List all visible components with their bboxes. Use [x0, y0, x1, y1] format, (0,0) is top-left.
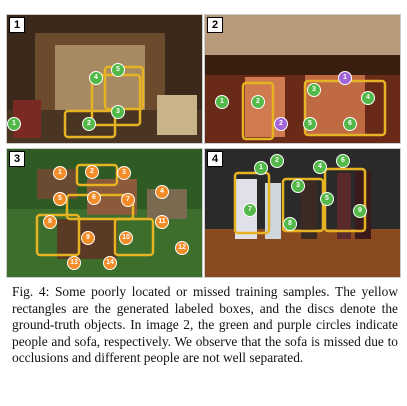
panel-4-image: [205, 149, 400, 277]
panel-number: 1: [9, 17, 25, 33]
ground-truth-disc: 4: [155, 185, 169, 199]
panel-number: 2: [207, 17, 223, 33]
ground-truth-disc: 1: [53, 166, 67, 180]
figure-caption: Fig. 4: Some poorly located or missed tr…: [12, 284, 398, 367]
ground-truth-disc: 6: [336, 154, 350, 168]
ground-truth-disc: 10: [119, 231, 133, 245]
ground-truth-disc: 9: [81, 231, 95, 245]
ground-truth-disc: 3: [111, 105, 125, 119]
ground-truth-disc: 5: [320, 192, 334, 206]
ground-truth-disc: 14: [103, 256, 117, 270]
ground-truth-disc: 5: [111, 63, 125, 77]
ground-truth-disc: 12: [175, 241, 189, 255]
ground-truth-disc: 5: [303, 117, 317, 131]
ground-truth-disc: 13: [67, 256, 81, 270]
ground-truth-disc: 6: [343, 117, 357, 131]
ground-truth-disc: 7: [121, 193, 135, 207]
ground-truth-disc: 4: [313, 160, 327, 174]
ground-truth-disc: 1: [215, 95, 229, 109]
panel-1: 1: [6, 14, 203, 144]
ground-truth-disc: 1: [338, 71, 352, 85]
ground-truth-disc: 8: [283, 217, 297, 231]
ground-truth-disc: 6: [87, 191, 101, 205]
ground-truth-disc: 2: [251, 95, 265, 109]
ground-truth-disc: 8: [43, 215, 57, 229]
ground-truth-disc: 5: [53, 192, 67, 206]
ground-truth-disc: 2: [85, 165, 99, 179]
ground-truth-disc: 3: [291, 179, 305, 193]
ground-truth-disc: 11: [155, 215, 169, 229]
ground-truth-disc: 7: [243, 203, 257, 217]
ground-truth-disc: 1: [254, 161, 268, 175]
figure-4: 1 2 3: [0, 0, 407, 280]
panel-4: 4: [204, 148, 401, 278]
ground-truth-disc: 2: [270, 154, 284, 168]
ground-truth-disc: 2: [274, 117, 288, 131]
ground-truth-disc: 9: [353, 204, 367, 218]
panel-1-image: [7, 15, 202, 143]
ground-truth-disc: 3: [117, 166, 131, 180]
ground-truth-disc: 1: [7, 117, 21, 131]
ground-truth-disc: 3: [307, 83, 321, 97]
ground-truth-disc: 4: [361, 91, 375, 105]
panel-number: 3: [9, 151, 25, 167]
ground-truth-disc: 2: [82, 117, 96, 131]
panel-number: 4: [207, 151, 223, 167]
ground-truth-disc: 4: [89, 71, 103, 85]
